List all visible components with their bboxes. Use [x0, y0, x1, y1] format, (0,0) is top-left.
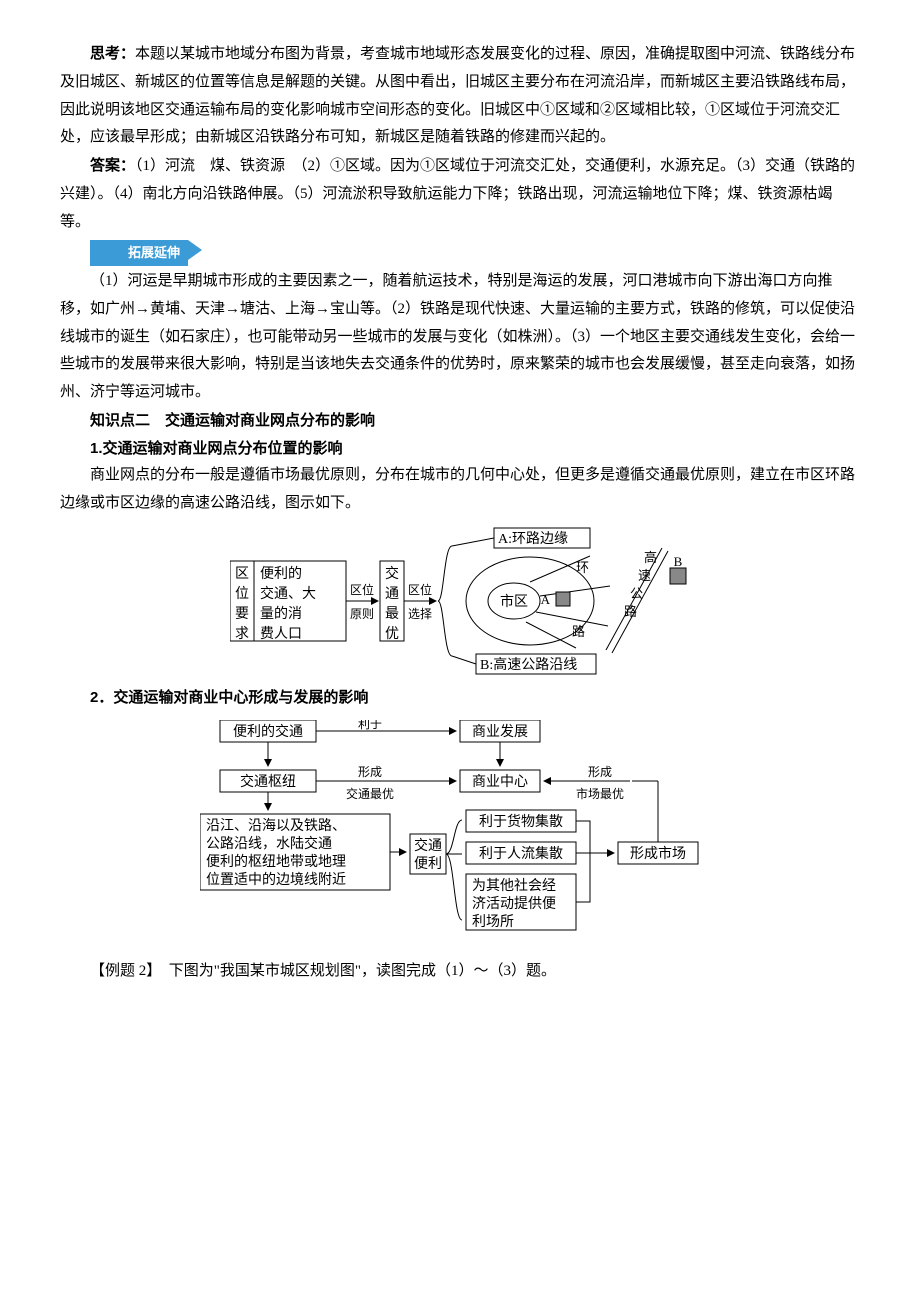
kp2-sub2-title: 2．交通运输对商业中心形成与发展的影响 [60, 684, 860, 712]
kp2-sub1-title: 1.交通运输对商业网点分布位置的影响 [60, 435, 860, 463]
svg-text:市区: 市区 [500, 593, 528, 610]
example2: 【例题 2】 下图为"我国某市城区规划图"，读图完成（1）～（3）题。 [60, 958, 860, 986]
svg-text:交通: 交通 [414, 837, 442, 854]
svg-text:公: 公 [630, 586, 643, 601]
svg-text:便利的: 便利的 [260, 566, 302, 582]
svg-text:区位: 区位 [350, 582, 374, 597]
answer-paragraph: 答案：（1）河流 煤、铁资源 （2）①区域。因为①区域位于河流交汇处，交通便利，… [60, 152, 860, 236]
svg-text:交通最优: 交通最优 [346, 786, 394, 801]
svg-text:路: 路 [572, 624, 585, 639]
thinking-paragraph: 思考：本题以某城市地域分布图为背景，考查城市地域形态发展变化的过程、原因，准确提… [60, 40, 860, 152]
svg-text:商业中心: 商业中心 [472, 774, 528, 790]
extension-paragraph: （1）河运是早期城市形成的主要因素之一，随着航运技术，特别是海运的发展，河口港城… [60, 268, 860, 407]
svg-text:环: 环 [576, 560, 589, 575]
thinking-text: 本题以某城市地域分布图为背景，考查城市地域形态发展变化的过程、原因，准确提取图中… [60, 46, 855, 145]
svg-text:量的消: 量的消 [260, 606, 302, 622]
svg-text:利场所: 利场所 [472, 914, 514, 930]
example2-text: 下图为"我国某市城区规划图"，读图完成（1）～（3）题。 [169, 963, 556, 979]
svg-text:区位: 区位 [408, 582, 432, 597]
svg-text:便利的枢纽地带或地理: 便利的枢纽地带或地理 [206, 854, 346, 870]
svg-text:求: 求 [235, 626, 249, 642]
kp2-sub1-text: 商业网点的分布一般是遵循市场最优原则，分布在城市的几何中心处，但更多是遵循交通最… [60, 462, 860, 518]
svg-text:利于人流集散: 利于人流集散 [479, 845, 563, 862]
svg-text:A: A [541, 592, 551, 607]
extension-badge: 拓展延伸 [90, 240, 188, 266]
thinking-label: 思考： [90, 45, 135, 62]
svg-text:利于: 利于 [358, 720, 382, 731]
svg-text:便利: 便利 [414, 856, 442, 872]
svg-text:通: 通 [385, 586, 399, 602]
svg-text:公路沿线，水陆交通: 公路沿线，水陆交通 [206, 835, 332, 852]
svg-text:要: 要 [235, 607, 249, 622]
diagram-2: 便利的交通 利于 商业发展 交通枢纽 形成 交通最优 商业中心 形成 市场最优 … [200, 720, 720, 950]
svg-text:B: B [674, 554, 683, 569]
svg-text:商业发展: 商业发展 [472, 724, 528, 740]
svg-text:形成市场: 形成市场 [630, 845, 686, 862]
svg-text:位: 位 [235, 586, 249, 602]
svg-text:形成: 形成 [358, 765, 382, 779]
svg-text:位置适中的边境线附近: 位置适中的边境线附近 [206, 872, 346, 888]
svg-text:高: 高 [644, 550, 657, 565]
kp2-title: 知识点二 交通运输对商业网点分布的影响 [60, 407, 860, 435]
svg-text:形成: 形成 [588, 765, 612, 779]
answer-text: （1）河流 煤、铁资源 （2）①区域。因为①区域位于河流交汇处，交通便利，水源充… [60, 158, 855, 230]
svg-text:最: 最 [385, 606, 399, 622]
svg-text:速: 速 [638, 568, 651, 583]
svg-text:沿江、沿海以及铁路、: 沿江、沿海以及铁路、 [206, 818, 346, 834]
svg-text:为其他社会经: 为其他社会经 [472, 878, 556, 894]
diagram-1: 区 位 要 求 便利的 交通、大 量的消 费人口 区位 原则 交 通 最 优 区… [230, 526, 690, 676]
svg-text:费人口: 费人口 [260, 626, 302, 642]
svg-text:便利的交通: 便利的交通 [233, 723, 303, 740]
svg-text:交通、大: 交通、大 [260, 585, 316, 602]
svg-text:交: 交 [385, 565, 399, 582]
svg-text:优: 优 [385, 626, 399, 642]
example2-label: 【例题 2】 [90, 963, 154, 979]
svg-text:市场最优: 市场最优 [576, 786, 624, 801]
svg-text:选择: 选择 [408, 607, 432, 621]
svg-text:区: 区 [235, 566, 249, 582]
svg-text:A:环路边缘: A:环路边缘 [498, 531, 568, 547]
svg-text:路: 路 [624, 604, 637, 619]
svg-text:B:高速公路沿线: B:高速公路沿线 [480, 656, 577, 673]
svg-text:利于货物集散: 利于货物集散 [479, 813, 563, 830]
svg-text:交通枢纽: 交通枢纽 [240, 773, 296, 790]
badge-row: 拓展延伸 [60, 240, 860, 268]
svg-text:济活动提供便: 济活动提供便 [472, 896, 556, 912]
svg-text:原则: 原则 [350, 607, 374, 621]
answer-label: 答案： [90, 157, 135, 174]
